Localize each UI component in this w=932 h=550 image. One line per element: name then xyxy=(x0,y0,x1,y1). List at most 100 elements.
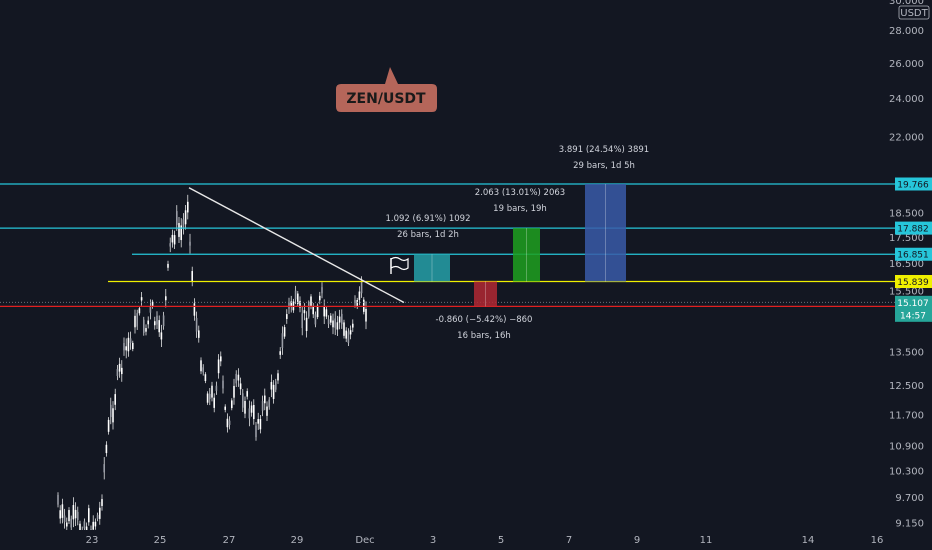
candle-body xyxy=(268,399,270,408)
candle-body xyxy=(77,511,79,520)
symbol-callout[interactable]: ZEN/USDT xyxy=(336,67,437,112)
candle-body xyxy=(259,419,262,430)
candle-body xyxy=(231,400,233,409)
flag-icon[interactable] xyxy=(390,256,409,275)
candle-body xyxy=(275,381,277,390)
candle-body xyxy=(162,315,165,327)
candle-body xyxy=(294,290,297,300)
candle-body xyxy=(250,405,253,413)
price-tick-label: 12.500 xyxy=(889,381,924,392)
candle-body xyxy=(103,464,105,473)
currency-badge: USDT xyxy=(898,5,930,20)
time-tick-label: 16 xyxy=(871,535,884,546)
level-badge[interactable]: 19.766 xyxy=(895,177,932,191)
candle-body xyxy=(132,342,134,350)
candle-body xyxy=(330,315,332,323)
candle-body xyxy=(66,522,68,527)
candle-body xyxy=(112,408,114,423)
candle-body xyxy=(224,406,226,410)
candle-body xyxy=(235,373,237,384)
candle-body xyxy=(358,291,361,300)
candle-body xyxy=(257,419,259,424)
candle-body xyxy=(57,494,59,505)
price-tick-label: 13.500 xyxy=(889,347,924,358)
level-badge[interactable]: 17.882 xyxy=(895,221,932,235)
candle-body xyxy=(303,310,306,314)
candle-body xyxy=(297,293,299,304)
candle-body xyxy=(110,404,112,418)
candle-body xyxy=(277,373,279,381)
measure-box[interactable] xyxy=(414,254,450,282)
candle-body xyxy=(59,510,61,519)
trendline[interactable] xyxy=(188,187,405,304)
price-axis[interactable]: USDT 9.150 9.700 10.300 10.900 11.700 12.500 13… xyxy=(889,0,932,530)
measure-box[interactable] xyxy=(474,281,497,307)
candle-body xyxy=(72,505,75,520)
candle-body xyxy=(283,327,286,337)
candle-body xyxy=(191,271,193,282)
candle-body xyxy=(336,322,339,330)
candle-body xyxy=(281,333,284,348)
measure-box[interactable] xyxy=(585,184,626,282)
level-badge[interactable]: 15.839 xyxy=(895,274,932,288)
candle-body xyxy=(345,330,347,339)
candle-body xyxy=(217,359,220,374)
candle-body xyxy=(272,384,275,399)
candle-body xyxy=(165,296,167,301)
time-tick-label: 5 xyxy=(498,535,504,546)
candle-body xyxy=(121,367,123,375)
candle-body xyxy=(312,306,314,315)
candle-body xyxy=(151,301,154,307)
level-badge[interactable]: 16.851 xyxy=(895,247,932,261)
candle-body xyxy=(343,322,345,336)
candle-body xyxy=(206,393,209,403)
candle-body xyxy=(96,514,99,519)
candle-body xyxy=(270,382,273,390)
time-tick-label: 3 xyxy=(430,535,436,546)
candle-body xyxy=(74,509,77,519)
candle-body xyxy=(334,318,336,328)
candle-body xyxy=(332,320,334,328)
candle-body xyxy=(222,380,224,389)
candle-body xyxy=(314,314,317,325)
candle-body xyxy=(352,323,354,328)
candle-body xyxy=(158,320,160,333)
time-tick-label: 25 xyxy=(154,535,167,546)
time-tick-label: 29 xyxy=(291,535,304,546)
candle-body xyxy=(228,420,231,425)
svg-text:15.107: 15.107 xyxy=(897,299,929,309)
candle-body xyxy=(215,385,218,391)
candle-body xyxy=(301,313,303,329)
candle-body xyxy=(239,383,242,390)
candle-body xyxy=(182,219,185,229)
candle-body xyxy=(178,223,180,237)
candle-body xyxy=(354,299,356,303)
measure-box[interactable] xyxy=(513,228,540,282)
candle-body xyxy=(244,400,246,414)
candle-body xyxy=(327,319,330,325)
symbol-label: ZEN/USDT xyxy=(346,91,426,107)
candle-body xyxy=(204,374,207,381)
candle-body xyxy=(349,330,352,335)
candle-body xyxy=(242,393,244,408)
candle-body xyxy=(360,280,363,294)
current-price-badge[interactable]: 15.107 14:57 xyxy=(895,295,932,322)
candle-body xyxy=(167,263,169,268)
candles-layer xyxy=(57,194,367,542)
candle-body xyxy=(226,418,229,428)
measure-line2: 29 bars, 1d 5h xyxy=(573,161,635,171)
time-axis[interactable]: 23 25 27 29 Dec 3 5 7 9 11 14 16 xyxy=(0,530,932,550)
candle-body xyxy=(169,243,171,247)
candle-body xyxy=(134,315,136,328)
annotations-layer: ZEN/USDT xyxy=(188,67,437,304)
candle-body xyxy=(319,295,321,301)
svg-text:19.766: 19.766 xyxy=(897,181,929,191)
time-tick-label: 7 xyxy=(566,535,572,546)
candle-body xyxy=(79,523,81,531)
candle-body xyxy=(99,507,101,519)
candle-body xyxy=(202,367,204,373)
candle-body xyxy=(154,321,156,326)
candle-body xyxy=(211,385,213,398)
